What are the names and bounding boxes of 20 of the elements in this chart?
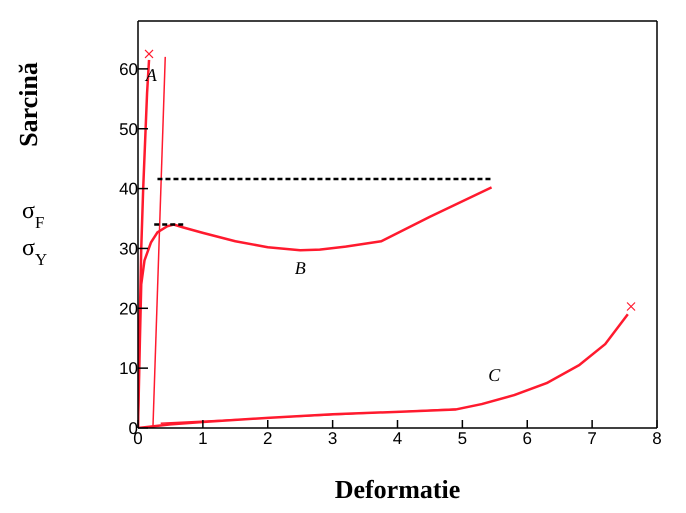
annotation: C [488, 365, 502, 386]
y-tick-label: 30 [119, 239, 138, 258]
y-tick-label: 40 [119, 180, 138, 199]
x-tick-label: 1 [198, 429, 208, 448]
x-tick-label: 2 [263, 429, 272, 448]
y-tick-label: 10 [119, 359, 138, 378]
x-tick-label: 6 [522, 429, 532, 448]
x-tick-label: 8 [652, 429, 662, 448]
text: σ$_{F}$ [22, 198, 44, 232]
x-tick-label: 3 [328, 429, 338, 448]
text: σ$_{Y}$ [22, 235, 48, 268]
y-axis-title: Sarcină [14, 62, 44, 147]
x-tick-label: 4 [392, 429, 402, 448]
x-tick-label: 5 [458, 429, 468, 448]
x-axis-title: Deformatie [334, 475, 460, 504]
x-tick-label: 7 [587, 429, 597, 448]
y-tick-label: 20 [119, 299, 138, 318]
y-tick-label: 60 [119, 60, 138, 79]
y-tick-label: 50 [119, 120, 138, 139]
annotation: B [294, 258, 306, 278]
